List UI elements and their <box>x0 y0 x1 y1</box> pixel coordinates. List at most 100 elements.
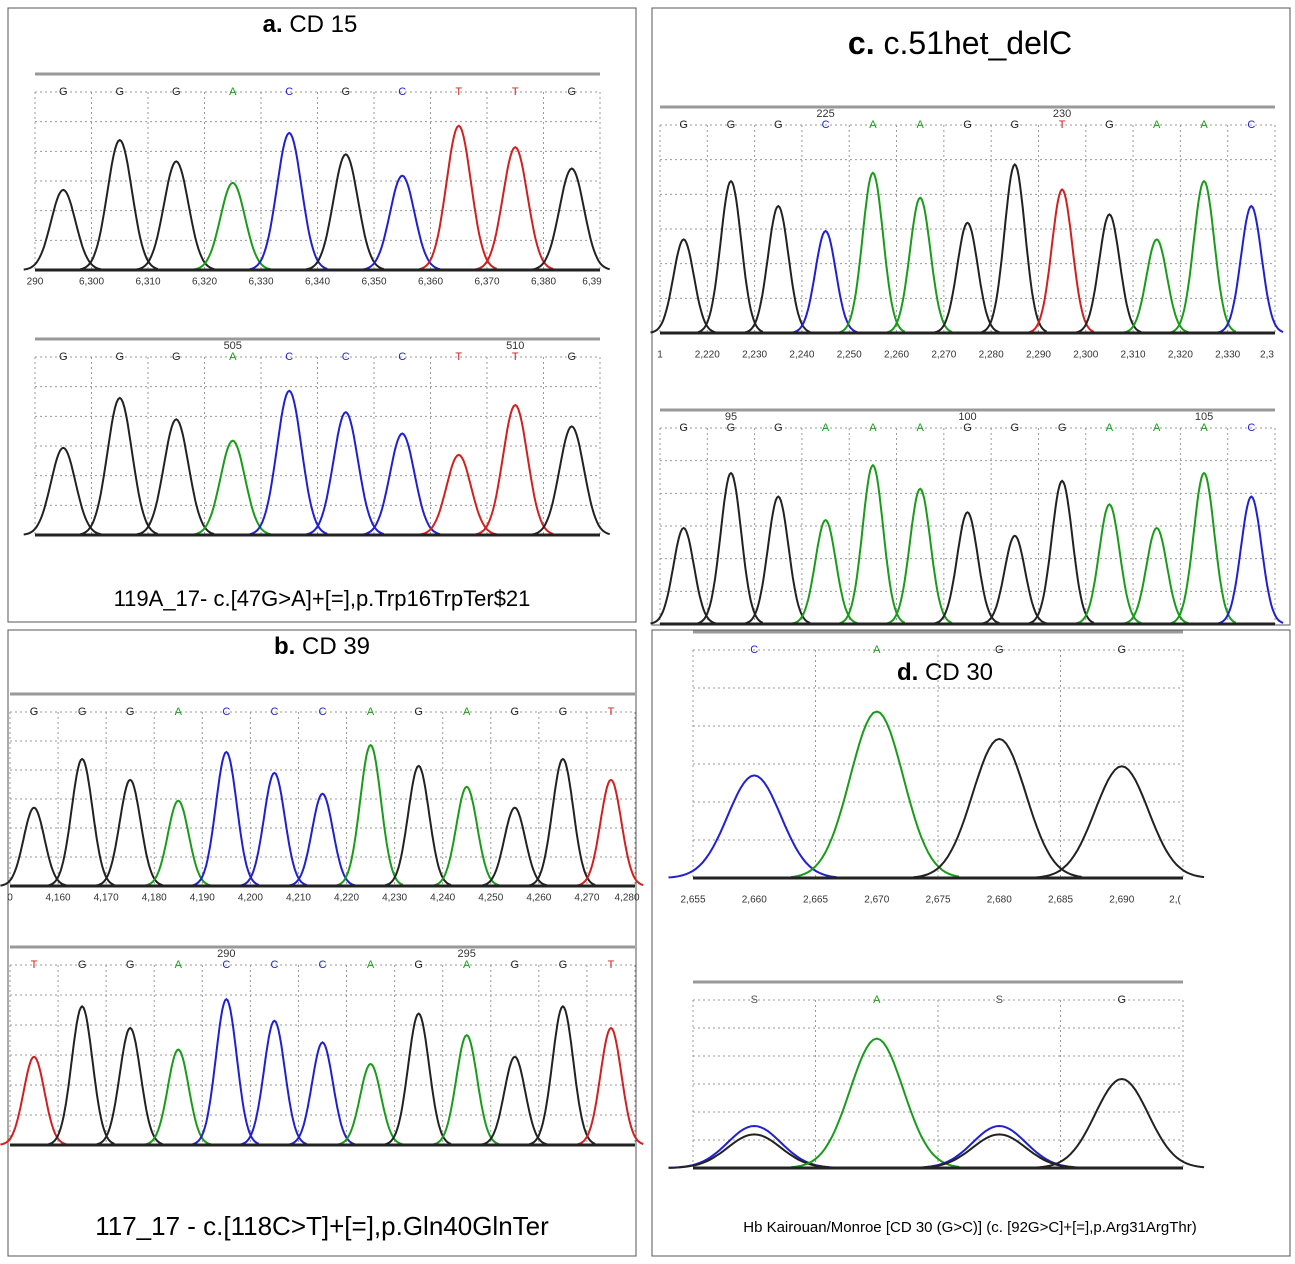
panel-title: b. CD 39 <box>274 633 370 660</box>
base-call: G <box>963 119 972 131</box>
position-number: 105 <box>1195 411 1213 423</box>
base-call: T <box>608 706 615 718</box>
base-call: A <box>175 706 183 718</box>
axis-label: 290 <box>27 277 44 288</box>
base-call: G <box>59 351 68 363</box>
axis-label: 6,310 <box>135 277 160 288</box>
base-call: G <box>1011 119 1020 131</box>
axis-label: 2,220 <box>695 350 720 361</box>
base-call: C <box>319 706 327 718</box>
peak <box>791 712 959 878</box>
base-call: G <box>963 422 972 434</box>
caption: Hb Kairouan/Monroe [CD 30 (G>C)] (c. [92… <box>743 1219 1197 1236</box>
peak <box>80 140 158 269</box>
base-call: T <box>512 86 519 98</box>
base-call: C <box>342 351 350 363</box>
base-call: T <box>512 351 519 363</box>
axis-label: 2,670 <box>864 895 889 906</box>
base-call: G <box>511 959 520 971</box>
axis-label: 6,360 <box>418 277 443 288</box>
axis-label: 6,370 <box>474 277 499 288</box>
peak <box>914 1126 1082 1168</box>
axis-label: 2,270 <box>931 350 956 361</box>
base-call: G <box>1058 422 1067 434</box>
axis-label: 2,260 <box>884 350 909 361</box>
axis-label: 2,665 <box>803 895 828 906</box>
axis-label: 2,230 <box>742 350 767 361</box>
position-number: 95 <box>725 411 737 423</box>
axis-label: 2,240 <box>789 350 814 361</box>
base-call: G <box>126 959 135 971</box>
base-call: C <box>1247 119 1255 131</box>
base-call: G <box>774 422 783 434</box>
axis-label: 6,350 <box>361 277 386 288</box>
base-call: G <box>115 86 124 98</box>
base-call: T <box>455 351 462 363</box>
base-call: G <box>78 959 87 971</box>
peak <box>289 1042 355 1144</box>
base-call: A <box>873 644 881 656</box>
axis-label: 2,690 <box>1109 895 1134 906</box>
base-call: T <box>31 959 38 971</box>
axis-label: 4,280 <box>614 893 639 904</box>
base-call: G <box>172 351 181 363</box>
base-call: G <box>567 351 576 363</box>
base-call: A <box>229 86 237 98</box>
axis-label: 4,180 <box>142 893 167 904</box>
base-call: A <box>1200 422 1208 434</box>
base-call: G <box>59 86 68 98</box>
base-call: C <box>222 959 230 971</box>
position-number: 510 <box>506 340 524 352</box>
base-call: T <box>455 86 462 98</box>
base-call: T <box>608 959 615 971</box>
axis-label: 4,250 <box>478 893 503 904</box>
base-call: C <box>285 86 293 98</box>
base-call: G <box>78 706 87 718</box>
axis-label: 4,240 <box>430 893 455 904</box>
peak <box>914 739 1082 877</box>
base-call: G <box>679 422 688 434</box>
position-number: 225 <box>816 108 834 120</box>
axis-label: 2,680 <box>987 895 1012 906</box>
base-call: G <box>727 422 736 434</box>
base-call: C <box>270 706 278 718</box>
peak <box>385 1014 451 1145</box>
base-call: A <box>1106 422 1114 434</box>
axis-label: 2,300 <box>1073 350 1098 361</box>
base-call: G <box>1117 644 1126 656</box>
base-call: A <box>917 422 925 434</box>
peak <box>1076 214 1141 332</box>
axis-label: 2,320 <box>1168 350 1193 361</box>
base-call: G <box>995 644 1004 656</box>
base-call: C <box>398 351 406 363</box>
position-number: 295 <box>458 948 476 960</box>
base-call: G <box>567 86 576 98</box>
base-call: G <box>126 706 135 718</box>
axis-label: 4,210 <box>286 893 311 904</box>
base-call: C <box>1247 422 1255 434</box>
base-call: A <box>822 422 830 434</box>
axis-label: 2,655 <box>680 895 705 906</box>
base-call: C <box>319 959 327 971</box>
peak <box>793 520 858 623</box>
panel-title: a. CD 15 <box>263 11 358 38</box>
axis-label: 6,39 <box>582 277 602 288</box>
axis-label: 2,290 <box>1026 350 1051 361</box>
peak <box>1029 481 1094 623</box>
base-call: A <box>1153 119 1161 131</box>
panel-frame <box>8 630 636 1256</box>
position-number: 230 <box>1053 108 1071 120</box>
caption: 119A_17- c.[47G>A]+[=],p.Trp16TrpTer$21 <box>114 586 531 611</box>
panel-title: c. c.51het_delC <box>848 25 1072 61</box>
axis-label: 4,260 <box>526 893 551 904</box>
position-number: 290 <box>217 948 235 960</box>
peak <box>791 1039 959 1168</box>
base-call: G <box>1117 994 1126 1006</box>
base-call: A <box>1200 119 1208 131</box>
base-call: G <box>341 86 350 98</box>
axis-label: 2,310 <box>1121 350 1146 361</box>
peak <box>1036 1079 1204 1168</box>
base-call: A <box>463 959 471 971</box>
peak <box>433 787 499 886</box>
base-call: C <box>750 644 758 656</box>
